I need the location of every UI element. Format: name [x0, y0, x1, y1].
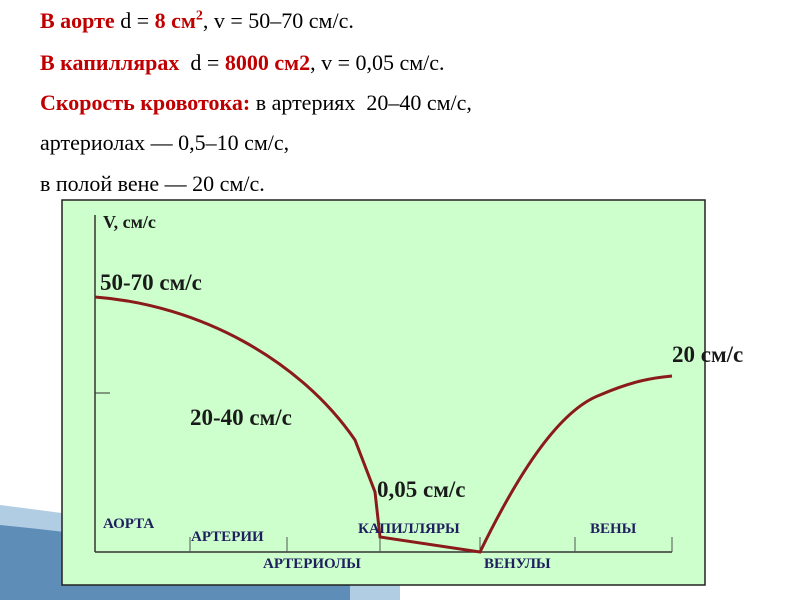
speed-label: 20 см/с [672, 342, 743, 367]
emphasis: 8000 см2 [224, 50, 311, 75]
speed-label: 20-40 см/с [190, 405, 292, 430]
emphasis: Скорость кровотока: [40, 90, 251, 115]
section-label: АРТЕРИОЛЫ [263, 556, 361, 572]
text-line: В аорте d = 8 см2, v = 50–70 см/с. [40, 8, 354, 34]
speed-label: 50-70 см/с [100, 270, 202, 295]
text: в полой вене — 20 см/с. [40, 171, 265, 196]
diagram-box [61, 199, 706, 586]
text: артериолах — 0,5–10 см/с, [40, 130, 290, 155]
section-label: ВЕНУЛЫ [484, 556, 551, 572]
text-line: В капиллярах d = 8000 см2, v = 0,05 см/с… [40, 50, 445, 76]
section-label: ВЕНЫ [590, 521, 637, 537]
speed-label: 0,05 см/с [377, 477, 465, 502]
velocity-curve [94, 295, 673, 554]
superscript: 2 [195, 8, 203, 24]
text: , v = 0,05 см/с. [310, 50, 445, 75]
text-line: артериолах — 0,5–10 см/с, [40, 130, 289, 156]
text: d = [179, 50, 225, 75]
text: d = [114, 8, 155, 33]
text-line: Скорость кровотока: в артериях 20–40 см/… [40, 90, 472, 116]
section-label: КАПИЛЛЯРЫ [358, 521, 460, 537]
emphasis: В капиллярах [40, 50, 180, 75]
text-line: в полой вене — 20 см/с. [40, 171, 265, 197]
text: в артериях 20–40 см/с, [250, 90, 472, 115]
axis-label: V, см/с [103, 212, 156, 232]
emphasis: В аорте [40, 8, 115, 33]
emphasis: 8 см [154, 8, 196, 33]
section-label: АРТЕРИИ [191, 529, 264, 545]
text: , v = 50–70 см/с. [202, 8, 354, 33]
section-label: АОРТА [103, 516, 154, 532]
